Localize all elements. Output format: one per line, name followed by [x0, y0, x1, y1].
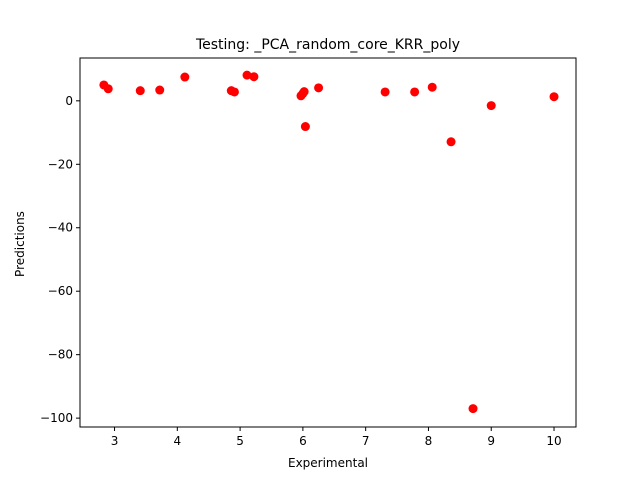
data-point — [314, 83, 324, 93]
plot-area: 3 4 5 6 7 8 9 10 −100 −80 −60 −40 −20 0 — [40, 57, 577, 448]
data-point — [380, 87, 390, 97]
y-tick-label: −80 — [48, 348, 73, 362]
data-point — [549, 92, 559, 102]
x-tick-label: 10 — [546, 434, 561, 448]
y-tick-label: 0 — [65, 94, 73, 108]
data-point — [135, 86, 145, 96]
x-tick-label: 9 — [487, 434, 495, 448]
data-point — [249, 72, 259, 82]
chart-title: Testing: _PCA_random_core_KRR_poly — [195, 37, 460, 53]
data-point — [103, 84, 113, 94]
y-tick-label: −20 — [48, 157, 73, 171]
x-tick-label: 7 — [362, 434, 370, 448]
x-tick-label: 8 — [425, 434, 433, 448]
data-point — [155, 85, 165, 95]
y-tick-label: −100 — [40, 411, 73, 425]
data-point — [300, 122, 310, 132]
y-tick-label: −40 — [48, 221, 73, 235]
data-point — [446, 137, 456, 147]
y-axis-title: Predictions — [13, 211, 27, 277]
data-point — [410, 87, 420, 97]
y-tick-label: −60 — [48, 284, 73, 298]
x-tick-label: 5 — [236, 434, 244, 448]
data-point — [229, 87, 239, 97]
x-tick-label: 6 — [299, 434, 307, 448]
data-point — [180, 72, 190, 82]
plot-frame — [79, 57, 577, 428]
data-point — [468, 404, 478, 414]
x-axis-title: Experimental — [288, 456, 368, 470]
data-point — [427, 82, 437, 92]
plot-background — [80, 58, 576, 427]
data-point — [242, 70, 252, 80]
data-point — [299, 87, 309, 97]
x-tick-label: 4 — [173, 434, 181, 448]
x-tick-label: 3 — [111, 434, 119, 448]
data-point — [486, 101, 496, 111]
